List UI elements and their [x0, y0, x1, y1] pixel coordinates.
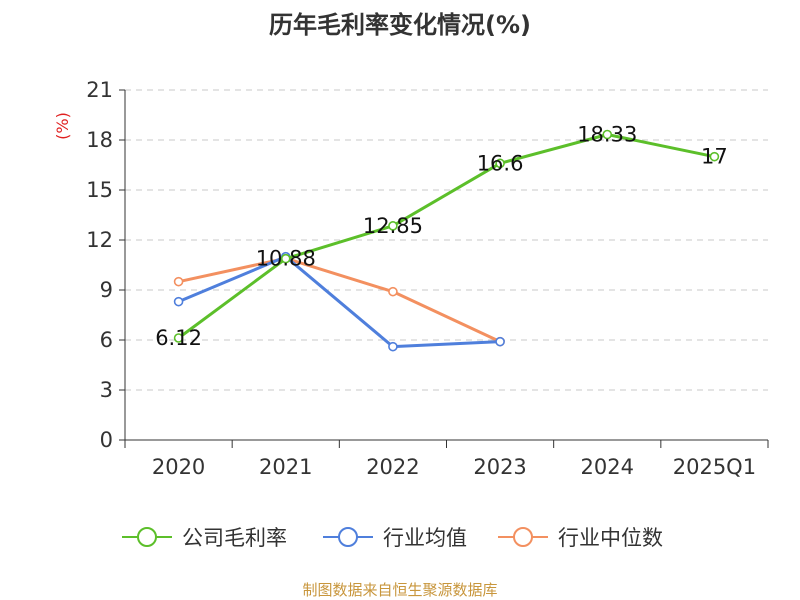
series-line-1	[178, 255, 501, 349]
y-tick-label: 6	[100, 328, 113, 352]
y-tick-label: 18	[86, 128, 113, 152]
series-layer	[173, 129, 720, 352]
data-point[interactable]	[173, 333, 184, 343]
data-label-2024: 18.33	[577, 123, 637, 147]
y-tick-label: 3	[100, 378, 113, 402]
y-tick-label: 12	[86, 228, 113, 252]
x-tick-label-2025Q1: 2025Q1	[673, 455, 756, 479]
y-tick-label: 15	[86, 178, 113, 202]
data-label-2021: 10.88	[256, 247, 316, 271]
legend-marker-circle	[137, 527, 157, 547]
data-label-2023: 16.6	[477, 151, 524, 175]
data-point[interactable]	[173, 276, 184, 287]
data-label-2022: 12.85	[363, 214, 423, 238]
y-tick-label: 9	[100, 278, 113, 302]
y-tick-label: 0	[100, 428, 113, 452]
data-point[interactable]	[388, 286, 398, 297]
data-point[interactable]	[602, 129, 613, 140]
legend-label: 行业均值	[383, 526, 467, 550]
data-label-2020: 6.12	[155, 326, 202, 350]
data-point[interactable]	[495, 336, 505, 347]
gridlines	[125, 89, 768, 391]
y-tick-label: 21	[86, 78, 113, 102]
data-point[interactable]	[280, 253, 291, 264]
legend[interactable]: 公司毛利率 行业均值 行业中位数	[122, 526, 663, 550]
series-line-0	[177, 133, 715, 340]
legend-label: 行业中位数	[558, 526, 663, 550]
data-label-2025Q1: 17	[701, 145, 728, 169]
axes: 0 3 6 9 12 15 18 21 2020 2021 2022 2023 2024 2025Q1	[86, 78, 769, 479]
source-note: 制图数据来自恒生聚源数据库	[302, 581, 497, 599]
x-tick-label-2022: 2022	[366, 455, 419, 479]
series-line-2	[178, 256, 501, 344]
y-axis-unit-label: (%)	[53, 112, 72, 140]
x-tick-label-2021: 2021	[259, 455, 312, 479]
legend-item-2[interactable]: 行业中位数	[498, 526, 663, 550]
series-1	[173, 251, 505, 352]
legend-item-1[interactable]: 行业均值	[323, 526, 467, 550]
x-tick-label-2020: 2020	[152, 455, 205, 479]
data-point[interactable]	[388, 341, 398, 352]
legend-marker-circle	[513, 527, 533, 547]
legend-marker-circle	[338, 527, 358, 547]
series-0	[173, 129, 720, 343]
x-tick-label-2023: 2023	[473, 455, 526, 479]
data-point[interactable]	[709, 151, 720, 162]
x-tick-label-2024: 2024	[581, 455, 634, 479]
chart-title: 历年毛利率变化情况(%)	[269, 11, 531, 39]
data-point[interactable]	[173, 296, 184, 307]
data-point[interactable]	[495, 158, 505, 169]
legend-label: 公司毛利率	[182, 526, 287, 550]
data-labels: 6.12 10.88 12.85 16.6 18.33 17	[155, 123, 728, 351]
legend-item-0[interactable]: 公司毛利率	[122, 526, 287, 550]
data-point[interactable]	[388, 221, 398, 231]
